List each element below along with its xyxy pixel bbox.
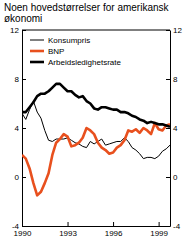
tick: -4 — [12, 222, 26, 231]
tick-mark — [166, 79, 170, 80]
tick-mark — [22, 226, 26, 227]
tick-label: 12 — [173, 26, 182, 35]
legend-swatch — [30, 61, 44, 64]
tick: 1996 — [105, 222, 123, 238]
tick: 1999 — [150, 222, 168, 238]
tick-mark — [22, 128, 26, 129]
chart: Noen hovedstørrelser for amerikanskøkono… — [0, 0, 192, 246]
legend-label: BNP — [48, 47, 64, 56]
legend-label: Konsumpris — [48, 36, 90, 45]
tick-label: -4 — [173, 222, 181, 231]
tick: 0 — [15, 173, 26, 182]
tick: 4 — [15, 124, 26, 133]
tick-label: 1993 — [59, 229, 77, 238]
tick-mark — [68, 222, 69, 226]
tick-label: 4 — [15, 124, 20, 133]
legend-swatch — [30, 40, 44, 41]
tick-mark — [22, 177, 26, 178]
tick-label: 4 — [173, 124, 178, 133]
plot: 1990199319961999-404812-404812Konsumpris… — [10, 26, 182, 238]
legend-label: Arbeidsledighetsrate — [48, 58, 121, 67]
x-axis: 1990199319961999 — [14, 222, 171, 238]
tick: 0 — [166, 173, 178, 182]
legend-item: Konsumpris — [30, 36, 90, 45]
y-axis: -4 0 4 8 12 — [10, 26, 26, 231]
tick-label: 12 — [10, 26, 19, 35]
tick-label: 8 — [15, 75, 20, 84]
legend-item: Arbeidsledighetsrate — [30, 58, 121, 67]
y2-axis: -4 0 4 8 12 — [166, 26, 182, 231]
tick-label: 0 — [173, 173, 178, 182]
legend-item: BNP — [30, 47, 64, 56]
tick-mark — [113, 222, 114, 226]
frame — [22, 30, 170, 31]
tick-mark — [166, 128, 170, 129]
axis-line — [170, 31, 171, 227]
tick: 12 — [10, 26, 26, 35]
tick: 12 — [166, 26, 182, 35]
lines — [22, 84, 170, 195]
axis-line — [23, 226, 171, 227]
tick-label: 8 — [173, 75, 178, 84]
tick-label: 1996 — [105, 229, 123, 238]
legend-swatch — [30, 50, 44, 53]
tick-mark — [159, 222, 160, 226]
tick-label: 0 — [15, 173, 20, 182]
title: Noen hovedstørrelser for amerikanskøkono… — [4, 2, 170, 24]
tick-label: -4 — [12, 222, 20, 231]
tick: 8 — [166, 75, 178, 84]
series-line — [22, 123, 170, 195]
tick: 8 — [15, 75, 26, 84]
tick: -4 — [166, 222, 181, 231]
tick-mark — [166, 226, 170, 227]
tick-mark — [166, 177, 170, 178]
legend: Konsumpris BNP Arbeidsledighetsrate — [30, 36, 121, 67]
tick-mark — [22, 79, 26, 80]
tick-label: 1999 — [150, 229, 168, 238]
series-line — [22, 84, 170, 127]
tick: 1993 — [59, 222, 77, 238]
